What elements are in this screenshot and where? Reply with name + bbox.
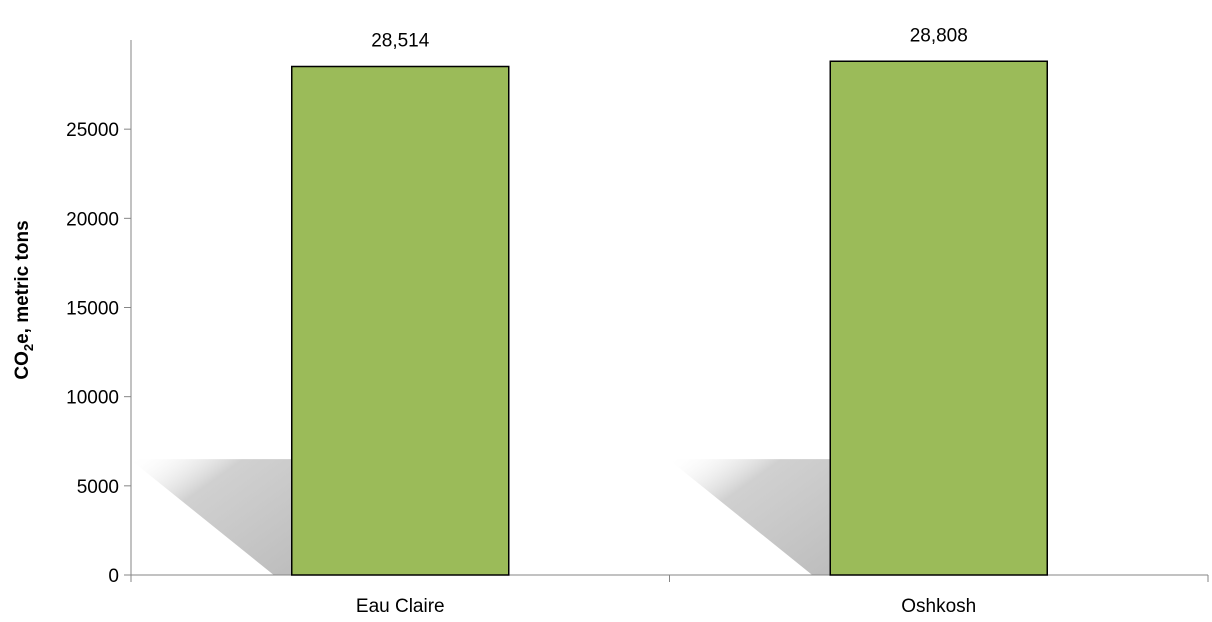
bar-shadow	[129, 459, 292, 575]
data-label: 28,514	[371, 31, 430, 52]
y-tick-label: 5000	[77, 477, 119, 498]
x-category-label: Eau Claire	[356, 596, 445, 617]
y-tick-label: 20000	[66, 209, 119, 230]
bar-shadow	[668, 459, 831, 575]
x-category-label: Oshkosh	[901, 596, 976, 617]
y-axis-title: CO2e, metric tons	[12, 220, 36, 379]
labels: 0 5000 10000 15000 20000 25000 28,514 Eau Clair…	[66, 25, 976, 617]
data-label: 28,808	[910, 25, 968, 46]
bars	[291, 60, 1048, 576]
bar-oshkosh	[829, 60, 1048, 576]
y-tick-label: 0	[108, 566, 119, 587]
bar-shadows	[129, 459, 831, 575]
y-tick-label: 10000	[66, 388, 119, 409]
y-tick-label: 15000	[66, 299, 119, 320]
y-tick-label: 25000	[66, 120, 119, 141]
bar-eau-claire	[291, 65, 510, 576]
